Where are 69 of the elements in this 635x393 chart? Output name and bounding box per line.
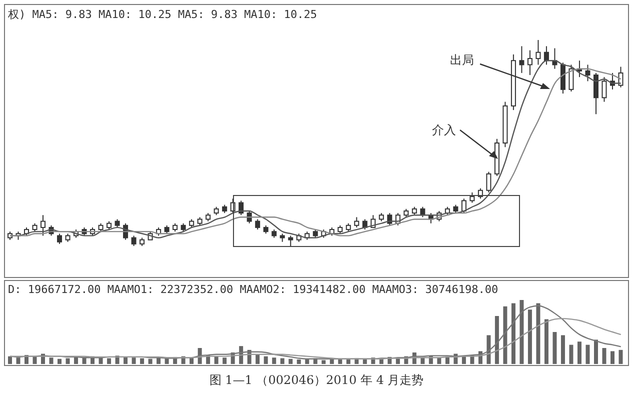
bar — [610, 351, 614, 364]
bar — [82, 358, 86, 364]
bar — [148, 358, 152, 364]
bar — [528, 310, 532, 364]
candlestick — [568, 64, 574, 92]
bar — [49, 358, 54, 364]
candlestick — [238, 200, 244, 216]
bar — [346, 360, 350, 364]
candlestick — [288, 235, 294, 246]
candlestick — [527, 50, 532, 76]
bar — [494, 316, 499, 364]
bar — [569, 344, 574, 364]
bar — [618, 350, 623, 364]
bar — [272, 358, 276, 364]
bar — [222, 358, 227, 364]
candlestick — [131, 235, 136, 246]
bar — [544, 319, 548, 364]
candlestick — [57, 233, 62, 244]
bar — [74, 356, 78, 364]
caption: 图 1—1 （002046）2010 年 4 月走势 — [208, 372, 425, 389]
candlestick — [585, 64, 590, 82]
bar — [280, 358, 284, 364]
bar — [586, 344, 590, 364]
bar — [437, 358, 442, 364]
bar — [256, 354, 260, 364]
bar — [560, 335, 565, 364]
bar — [322, 360, 326, 364]
bar — [107, 358, 112, 364]
text: 权) MA5: 9.83 MA10: 10.25 MA5: 9.83 MA10: 10.25 — [8, 7, 318, 22]
bar — [140, 358, 144, 364]
bar — [602, 348, 606, 364]
bar — [462, 356, 466, 364]
candlestick — [354, 216, 360, 228]
bar — [536, 303, 540, 364]
bar — [8, 356, 12, 364]
annotation: 出局 — [450, 52, 474, 69]
candlestick — [519, 46, 524, 74]
bar — [214, 356, 218, 364]
bar — [486, 335, 491, 364]
bar — [98, 358, 103, 364]
bar — [552, 332, 557, 364]
candlestick — [544, 46, 549, 66]
candlestick — [255, 218, 260, 230]
bar — [296, 360, 301, 364]
bar — [190, 358, 194, 364]
bar — [156, 358, 161, 364]
bar — [520, 300, 524, 364]
candlestick — [593, 72, 598, 115]
bar — [503, 306, 508, 364]
candlestick — [536, 40, 541, 66]
candlestick — [486, 171, 492, 193]
bar — [32, 356, 37, 364]
annotation: 介入 — [432, 122, 456, 139]
bar — [288, 358, 293, 364]
bar — [132, 358, 136, 364]
bar — [511, 303, 516, 364]
bar — [124, 356, 128, 364]
candlestick — [40, 214, 46, 236]
bar — [264, 356, 268, 364]
candlestick — [461, 198, 466, 214]
bar — [594, 340, 598, 364]
bar — [577, 342, 582, 364]
candlestick — [470, 192, 475, 204]
bar — [58, 358, 62, 364]
bar — [16, 358, 20, 364]
bar — [66, 358, 70, 364]
bar — [330, 360, 334, 364]
candlestick — [602, 76, 607, 102]
text: D: 19667172.00 MAAMO1: 22372352.00 MAAMO2: 19341482.00 MAAMO3: 30746198.00 — [8, 283, 498, 296]
